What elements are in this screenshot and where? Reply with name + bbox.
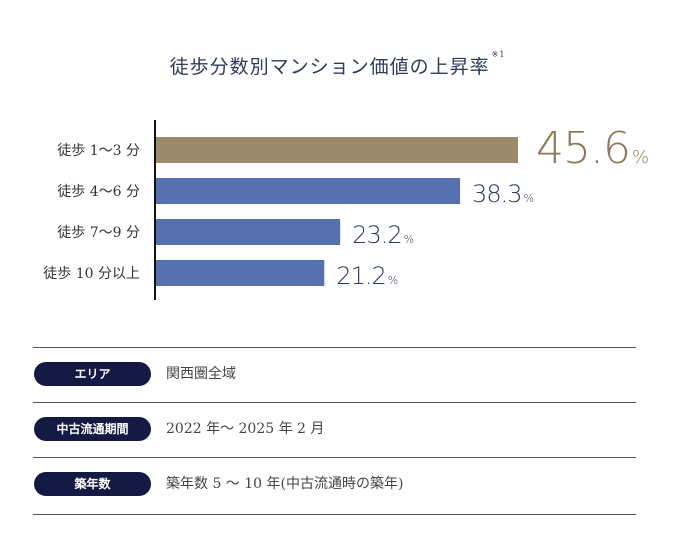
bar-1 <box>156 137 518 163</box>
category-label-1: 徒歩 1～3 分 <box>57 143 140 159</box>
category-label-4: 徒歩 10 分以上 <box>43 266 140 282</box>
value-label-2: 38.3% <box>472 180 534 208</box>
period-badge: 中古流通期間 <box>34 417 151 441</box>
percent-unit: % <box>388 274 398 287</box>
value-label-1: 45.6% <box>536 123 649 174</box>
bar-chart: 徒歩 1～3 分 45.6 % 徒歩 4～6 分 38.3 % 徒歩 7～9 分 23.2 % 徒… <box>43 120 649 300</box>
category-label-2: 徒歩 4～6 分 <box>57 184 140 200</box>
area-badge: エリア <box>34 362 151 386</box>
area-value: 関西圏全域 <box>166 366 236 382</box>
info-row-area: エリア 関西圏全域 <box>33 347 636 404</box>
footnote-marker: ※1 <box>491 50 506 59</box>
percent-unit: % <box>632 147 649 168</box>
bar-4 <box>156 260 325 286</box>
chart-title: 徒歩分数別マンション価値の上昇率※1 <box>0 50 675 79</box>
info-row-period: 中古流通期間 2022 年～ 2025 年 2 月 <box>33 402 636 459</box>
chart-title-text: 徒歩分数別マンション価値の上昇率 <box>169 56 490 78</box>
value-label-4: 21.2% <box>336 262 398 290</box>
bar-2 <box>156 178 461 204</box>
age-badge: 築年数 <box>34 472 151 496</box>
bar-3 <box>156 219 341 245</box>
value-label-3: 23.2% <box>352 221 414 249</box>
percent-unit: % <box>404 233 414 246</box>
age-value: 築年数 5 ～ 10 年(中古流通時の築年) <box>166 476 404 492</box>
info-row-age: 築年数 築年数 5 ～ 10 年(中古流通時の築年) <box>33 457 636 515</box>
period-value: 2022 年～ 2025 年 2 月 <box>166 421 325 437</box>
percent-unit: % <box>523 192 533 205</box>
category-label-3: 徒歩 7～9 分 <box>57 225 140 241</box>
